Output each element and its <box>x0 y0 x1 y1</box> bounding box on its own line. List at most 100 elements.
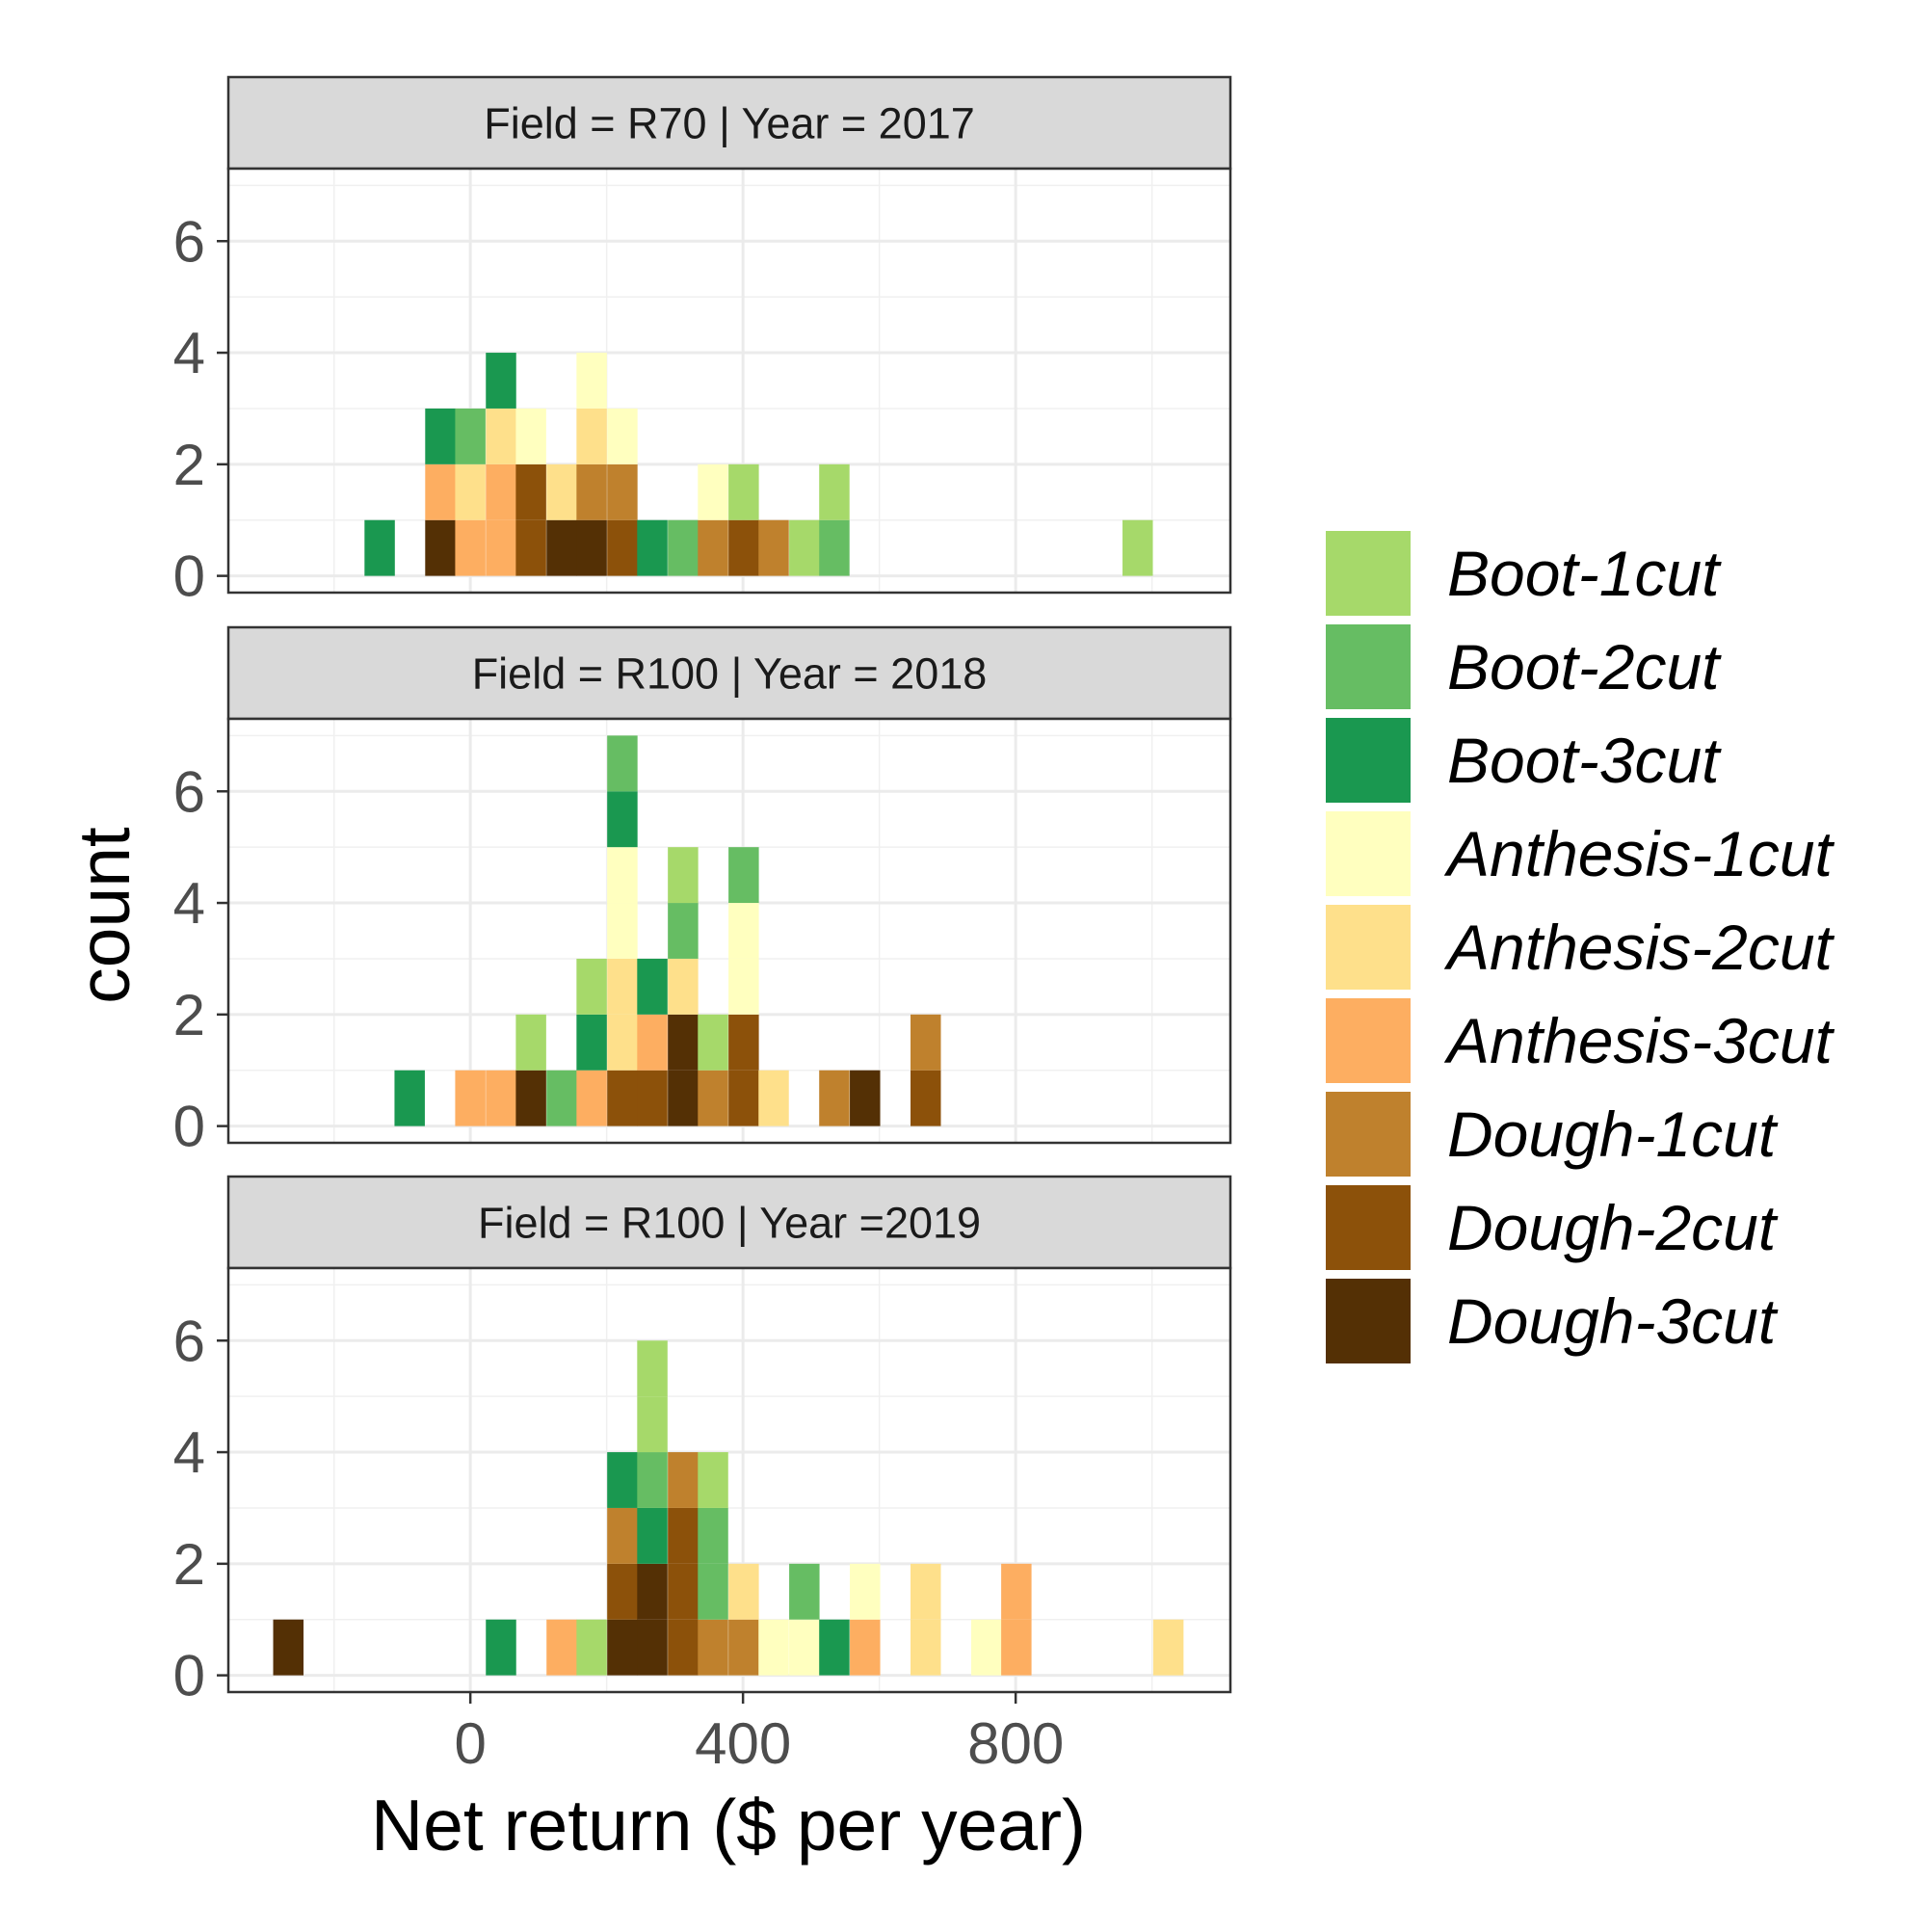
histogram-bar-anthesis-1cut <box>607 847 638 904</box>
histogram-bar-anthesis-2cut <box>911 1619 941 1676</box>
facet-strip-label: Field = R100 | Year = 2018 <box>472 649 988 699</box>
histogram-bar-dough-2cut <box>515 519 546 576</box>
y-tick-label: 6 <box>173 1309 205 1373</box>
histogram-bar-boot-2cut <box>668 903 699 959</box>
histogram-bar-dough-3cut <box>668 1014 699 1071</box>
histogram-bar-dough-2cut <box>668 1619 699 1676</box>
legend-label: Boot-2cut <box>1447 631 1722 702</box>
histogram-bar-anthesis-1cut <box>728 903 759 959</box>
histogram-bar-dough-3cut <box>607 1619 638 1676</box>
histogram-bar-boot-1cut <box>576 1619 607 1676</box>
histogram-bar-boot-1cut <box>637 1340 668 1397</box>
facet-strip-background <box>226 625 1232 721</box>
histogram-bar-anthesis-2cut <box>668 958 699 1015</box>
histogram-bar-boot-3cut <box>394 1070 425 1126</box>
y-axis-title: count <box>64 827 145 1004</box>
histogram-bar-dough-2cut <box>911 1070 941 1126</box>
histogram-bar-anthesis-1cut <box>728 958 759 1015</box>
histogram-bar-anthesis-3cut <box>486 1070 516 1126</box>
histogram-bar-anthesis-1cut <box>789 1619 820 1676</box>
legend-label: Anthesis-1cut <box>1443 818 1835 889</box>
histogram-bar-dough-3cut <box>637 1563 668 1620</box>
histogram-bar-dough-2cut <box>728 1070 759 1126</box>
histogram-bar-anthesis-3cut <box>850 1619 881 1676</box>
histogram-bar-boot-1cut <box>728 463 759 520</box>
facet-panel-2: Field = R100 | Year = 2018 0 2 4 6 <box>173 625 1232 1159</box>
histogram-bar-dough-1cut <box>911 1014 941 1071</box>
y-tick-label: 0 <box>173 1644 205 1708</box>
histogram-bar-dough-2cut <box>668 1507 699 1564</box>
legend-swatch-boot-3cut <box>1326 718 1411 803</box>
histogram-bar-anthesis-1cut <box>850 1563 881 1620</box>
legend-label: Anthesis-2cut <box>1443 912 1835 983</box>
facet-strip-label: Field = R70 | Year = 2017 <box>484 99 975 148</box>
histogram-bar-dough-2cut <box>728 1014 759 1071</box>
histogram-bar-boot-1cut <box>668 847 699 904</box>
legend-swatch-dough-3cut <box>1326 1279 1411 1363</box>
histogram-bar-dough-1cut <box>758 519 789 576</box>
legend-label: Dough-1cut <box>1447 1098 1779 1170</box>
histogram-bar-boot-1cut <box>819 463 850 520</box>
y-tick-label: 2 <box>173 983 205 1047</box>
histogram-bar-dough-2cut <box>728 519 759 576</box>
histogram-bar-boot-1cut <box>576 958 607 1015</box>
histogram-bar-boot-1cut <box>698 1452 728 1508</box>
legend-label: Dough-2cut <box>1447 1192 1779 1263</box>
x-axis-title: Net return ($ per year) <box>371 1785 1086 1866</box>
histogram-bar-dough-3cut <box>850 1070 881 1126</box>
histogram-bar-boot-2cut <box>668 519 699 576</box>
histogram-bar-anthesis-1cut <box>515 408 546 464</box>
histogram-bar-dough-3cut <box>668 1070 699 1126</box>
y-tick-label: 0 <box>173 544 205 609</box>
histogram-bar-boot-3cut <box>819 1619 850 1676</box>
histogram-bar-dough-3cut <box>425 519 456 576</box>
legend-swatch-anthesis-3cut <box>1326 998 1411 1083</box>
histogram-bar-boot-2cut <box>728 847 759 904</box>
y-tick-label: 6 <box>173 759 205 824</box>
facet-panels: Field = R70 | Year = 2017 0 2 4 6 Field = R10… <box>173 75 1232 1708</box>
y-tick-label: 0 <box>173 1095 205 1159</box>
histogram-bar-dough-2cut <box>607 1070 638 1126</box>
histogram-bar-anthesis-3cut <box>1001 1619 1032 1676</box>
y-tick-label: 2 <box>173 1532 205 1597</box>
facet-strip-background <box>226 75 1232 171</box>
histogram-bar-anthesis-1cut <box>970 1619 1002 1676</box>
histogram-bar-dough-3cut <box>546 519 577 576</box>
legend-swatch-anthesis-2cut <box>1326 905 1411 990</box>
histogram-bar-anthesis-3cut <box>576 1070 607 1126</box>
legend-swatch-boot-1cut <box>1326 531 1411 616</box>
histogram-bar-dough-2cut <box>637 1070 668 1126</box>
legend-label: Anthesis-3cut <box>1443 1005 1835 1076</box>
y-tick-label: 4 <box>173 321 205 385</box>
histogram-bar-boot-1cut <box>1122 519 1153 576</box>
facet-strip-label: Field = R100 | Year =2019 <box>478 1199 981 1248</box>
histogram-bar-boot-2cut <box>698 1563 728 1620</box>
x-tick-label: 800 <box>967 1711 1064 1776</box>
histogram-bar-boot-2cut <box>789 1563 820 1620</box>
histogram-bar-boot-3cut <box>486 353 516 409</box>
histogram-bar-anthesis-3cut <box>637 1014 668 1071</box>
histogram-bar-dough-1cut <box>698 1619 728 1676</box>
histogram-bar-dough-1cut <box>698 519 728 576</box>
histogram-bar-boot-3cut <box>607 791 638 848</box>
histogram-bar-boot-2cut <box>607 735 638 792</box>
panel-border <box>226 167 1232 595</box>
histogram-bar-boot-1cut <box>637 1396 668 1453</box>
legend: Boot-1cut Boot-2cut Boot-3cut Anthesis-1cut… <box>1326 531 1835 1363</box>
histogram-bar-boot-2cut <box>637 1452 668 1508</box>
histogram-bar-boot-2cut <box>698 1507 728 1564</box>
histogram-bar-boot-3cut <box>607 1452 638 1508</box>
histogram-bar-boot-3cut <box>637 958 668 1015</box>
histogram-bar-boot-3cut <box>486 1619 516 1676</box>
legend-label: Boot-1cut <box>1447 538 1722 609</box>
histogram-bar-anthesis-2cut <box>607 958 638 1015</box>
histogram-bar-anthesis-3cut <box>486 519 516 576</box>
histogram-bar-boot-2cut <box>455 408 486 464</box>
histogram-bar-anthesis-3cut <box>546 1619 577 1676</box>
histogram-bar-anthesis-3cut <box>455 1070 486 1126</box>
y-tick-label: 6 <box>173 209 205 274</box>
histogram-bar-anthesis-2cut <box>607 1014 638 1071</box>
histogram-bar-anthesis-1cut <box>698 463 728 520</box>
histogram-bar-anthesis-3cut <box>1001 1563 1032 1620</box>
